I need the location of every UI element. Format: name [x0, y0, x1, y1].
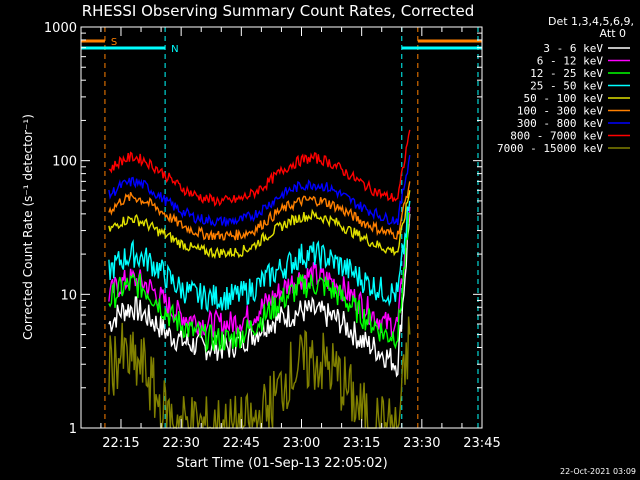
- series-line-8: [108, 129, 411, 207]
- flag-label-S: S: [111, 37, 117, 48]
- legend-entry-label: 25 - 50 keV: [530, 80, 603, 93]
- legend-header-line-1: Det 1,3,4,5,6,9,: [548, 15, 634, 28]
- x-tick-label: 23:45: [463, 436, 500, 451]
- y-tick-label: 1: [69, 422, 77, 437]
- series-line-3: [108, 211, 411, 353]
- series-line-6: [108, 181, 411, 241]
- x-tick-label: 23:30: [403, 436, 440, 451]
- legend-entry-label: 7000 - 15000 keV: [497, 142, 603, 155]
- series-line-9: [108, 316, 411, 431]
- y-axis-label: Corrected Count Rate (s⁻¹ detector⁻¹): [21, 114, 35, 340]
- legend-entry-label: 50 - 100 keV: [524, 92, 604, 105]
- y-tick-label: 1000: [44, 21, 77, 36]
- series-line-7: [108, 154, 411, 227]
- legend-entry-label: 100 - 300 keV: [517, 105, 603, 118]
- flag-label-N: N: [171, 44, 178, 55]
- y-tick-label: 100: [52, 155, 77, 170]
- footer-date: 22-Oct-2021 03:09: [560, 467, 636, 476]
- x-tick-label: 23:15: [343, 436, 380, 451]
- x-tick-label: 22:15: [102, 436, 139, 451]
- legend-entry-label: 3 - 6 keV: [543, 42, 603, 55]
- legend-entry-label: 12 - 25 keV: [530, 67, 603, 80]
- chart-title: RHESSI Observing Summary Count Rates, Co…: [82, 2, 475, 20]
- y-axis: 1 10 100 1000: [44, 21, 482, 437]
- series-line-5: [108, 190, 411, 260]
- series-line-1: [108, 213, 411, 378]
- series-layer: [108, 129, 411, 431]
- x-axis: 22:15 22:30 22:45 23:00 23:15 23:30 23:45: [100, 27, 501, 451]
- x-tick-label: 23:00: [283, 436, 320, 451]
- series-line-4: [108, 200, 411, 313]
- x-tick-label: 22:30: [162, 436, 199, 451]
- x-axis-label: Start Time (01-Sep-13 22:05:02): [176, 456, 387, 471]
- legend-entry-label: 6 - 12 keV: [537, 55, 604, 68]
- x-tick-label: 22:45: [223, 436, 260, 451]
- y-tick-label: 10: [60, 288, 77, 303]
- legend-header-line-2: Att 0: [600, 27, 626, 40]
- legend-entry-label: 800 - 7000 keV: [510, 130, 603, 143]
- legend-entry-label: 300 - 800 keV: [517, 117, 603, 130]
